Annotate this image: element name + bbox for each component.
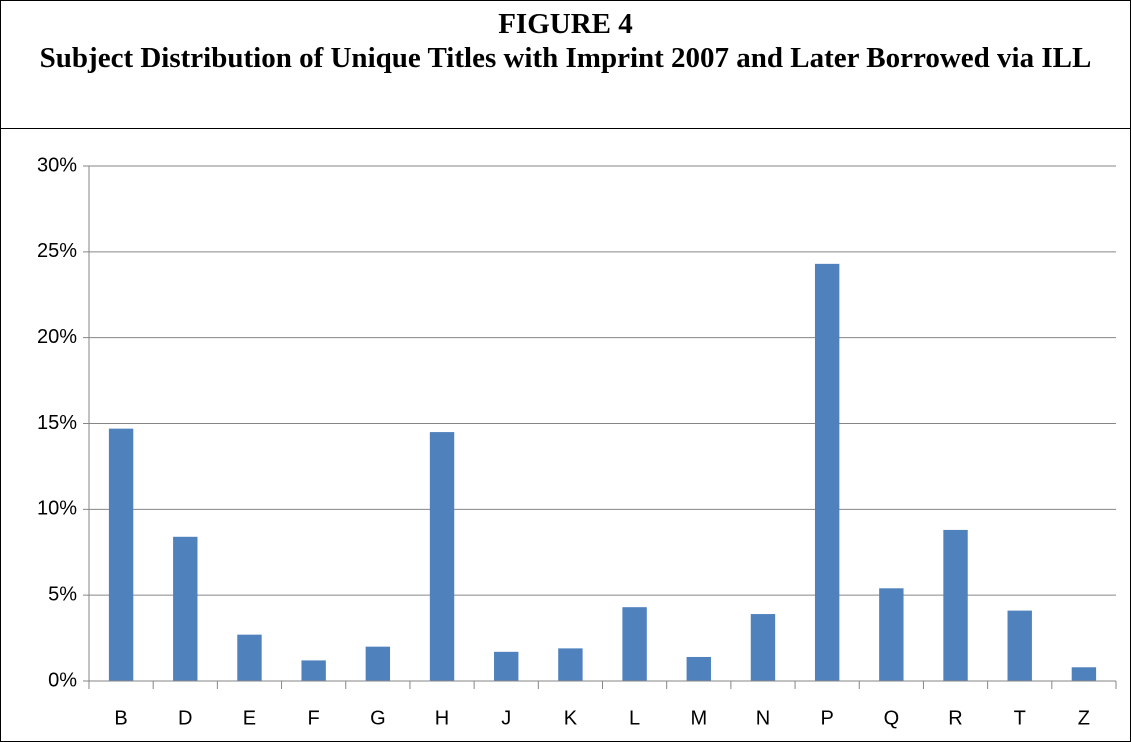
y-tick-label: 15% (37, 412, 77, 434)
y-tick-label: 20% (37, 326, 77, 348)
bar (173, 536, 198, 681)
bar (1007, 610, 1032, 681)
x-tick-label: J (501, 707, 511, 729)
bar (814, 263, 840, 681)
x-tick-label: G (370, 707, 386, 729)
x-tick-label: Z (1078, 707, 1090, 729)
bar (750, 614, 776, 681)
bar (686, 656, 711, 681)
bar (365, 646, 391, 681)
x-tick-label: P (820, 707, 833, 729)
x-tick-label: F (308, 707, 320, 729)
x-tick-label: M (690, 707, 707, 729)
x-tick-label: T (1014, 707, 1026, 729)
y-tick-label: 30% (37, 154, 77, 176)
x-tick-label: L (629, 707, 640, 729)
chart-title: FIGURE 4 (498, 8, 633, 40)
bar (301, 660, 326, 681)
x-tick-label: R (948, 707, 962, 729)
bar (622, 607, 647, 681)
bar (943, 529, 968, 681)
bar (879, 588, 904, 681)
x-tick-label: B (114, 707, 127, 729)
bar (237, 634, 262, 681)
x-tick-label: E (243, 707, 256, 729)
x-tick-label: Q (884, 707, 900, 729)
x-tick-label: K (564, 707, 578, 729)
bar (494, 651, 519, 681)
y-tick-label: 5% (48, 583, 77, 605)
y-tick-label: 10% (37, 498, 77, 520)
y-tick-label: 0% (48, 669, 77, 691)
bar (108, 428, 134, 681)
x-tick-label: D (178, 707, 192, 729)
bar (429, 432, 455, 681)
title-box: FIGURE 4 Subject Distribution of Unique … (1, 1, 1130, 129)
x-tick-label: H (435, 707, 449, 729)
x-tick-label: N (756, 707, 770, 729)
y-tick-label: 25% (37, 240, 77, 262)
bar (1071, 667, 1097, 681)
chart-subtitle: Subject Distribution of Unique Titles wi… (39, 42, 1092, 74)
bar (558, 648, 583, 681)
